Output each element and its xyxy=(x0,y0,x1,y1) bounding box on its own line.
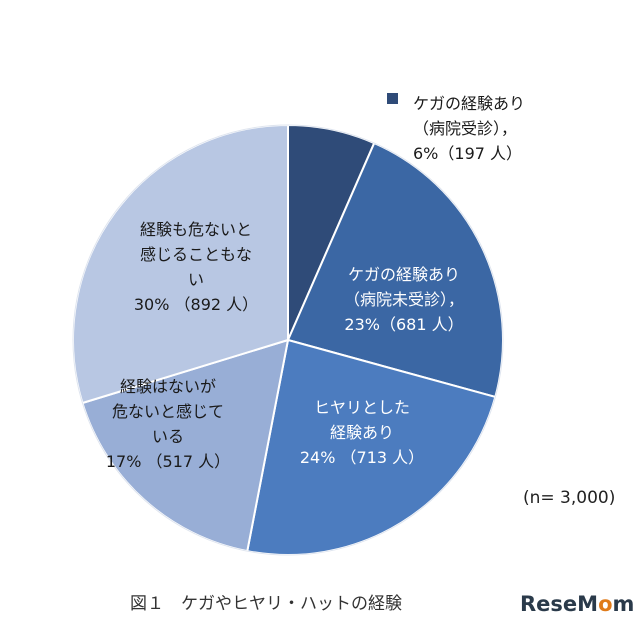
slice-label-line: 危ないと感じて xyxy=(112,402,224,421)
slice-label-5: 経験も危ないと感じることもない 30% （892 人） xyxy=(134,220,258,314)
figure-caption: 図１ ケガやヒヤリ・ハットの経験 xyxy=(130,594,402,614)
slice-label-line: ケガの経験あり xyxy=(348,265,460,284)
slice-label-line: 23%（681 人） xyxy=(344,315,463,334)
slice-label-line: 30% （892 人） xyxy=(134,295,258,314)
resemom-logo: ReseMom xyxy=(520,592,634,616)
slice-label-line: いる xyxy=(152,427,184,446)
logo-part-2: m xyxy=(613,592,635,616)
legend-marker-injury-hospital xyxy=(387,93,398,104)
slice-labels: ケガの経験あり （病院受診）， 6%（197 人） ケガの経験あり （病院未受診）， 23… xyxy=(106,94,525,471)
slice-label-line: 24% （713 人） xyxy=(300,448,424,467)
slice-label-2: ケガの経験あり （病院未受診）， 23%（681 人） xyxy=(344,265,464,334)
slice-label-line: ケガの経験あり xyxy=(413,94,525,113)
slice-label-line: 6%（197 人） xyxy=(413,144,522,163)
logo-part-1: ReseM xyxy=(520,592,598,616)
slice-label-line: 経験はないが xyxy=(120,377,216,396)
pie-outline xyxy=(72,124,504,556)
slice-label-line: 感じることもな xyxy=(140,245,252,264)
slice-label-line: 経験も危ないと xyxy=(140,220,252,239)
slice-label-4: 経験はないが危ないと感じている 17% （517 人） xyxy=(106,377,230,471)
slice-label-3: ヒヤリとした経験あり 24% （713 人） xyxy=(300,398,424,467)
pie-slices xyxy=(72,123,504,556)
slice-label-line: い xyxy=(188,270,204,289)
slice-label-line: ヒヤリとした xyxy=(314,398,410,417)
sample-size-note: (n= 3,000) xyxy=(523,488,615,508)
slice-label-line: 17% （517 人） xyxy=(106,452,230,471)
slice-label-line: （病院未受診）， xyxy=(344,290,464,309)
slice-label-line: 経験あり xyxy=(330,423,394,442)
slice-label-line: （病院受診）， xyxy=(413,119,517,138)
logo-accent-o: o xyxy=(598,592,612,616)
slice-label-1: ケガの経験あり （病院受診）， 6%（197 人） xyxy=(413,94,525,163)
